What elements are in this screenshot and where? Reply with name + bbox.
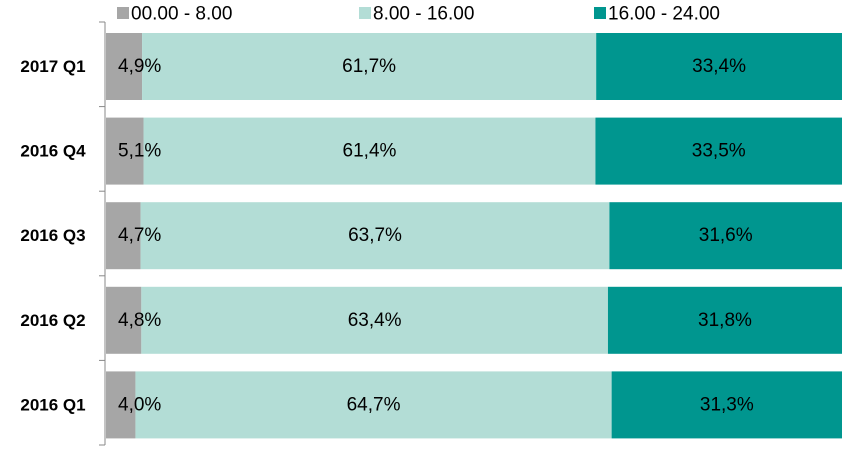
- bar-segment: [143, 117, 596, 185]
- bar-segment: [596, 33, 842, 100]
- data-label: 33,4%: [692, 56, 746, 77]
- bar-segment: [607, 286, 842, 354]
- data-label: 33,5%: [692, 141, 746, 162]
- data-label: 31,8%: [698, 310, 752, 331]
- data-label: 4,8%: [118, 310, 161, 331]
- bar-segment: [106, 286, 142, 354]
- bar-segment: [609, 202, 842, 270]
- legend: 00.00 - 8.00 8.00 - 16.00 16.00 - 24.00: [117, 4, 720, 25]
- legend-swatch: [117, 7, 129, 19]
- legend-label: 16.00 - 24.00: [608, 4, 720, 25]
- bar-segment: [142, 33, 597, 100]
- bar-segment: [595, 117, 842, 185]
- bars: [106, 33, 842, 439]
- bar-segment: [135, 371, 612, 439]
- bar-segment: [611, 371, 842, 439]
- legend-swatch: [594, 7, 606, 19]
- data-label: 61,7%: [342, 56, 396, 77]
- bar-segment: [141, 286, 608, 354]
- data-label: 63,4%: [348, 310, 402, 331]
- legend-label: 00.00 - 8.00: [131, 4, 232, 25]
- category-label: 2016 Q4: [20, 142, 86, 161]
- data-label: 31,6%: [699, 225, 753, 246]
- data-label: 4,7%: [118, 225, 161, 246]
- legend-label: 8.00 - 16.00: [373, 4, 474, 25]
- category-label: 2016 Q2: [20, 311, 85, 330]
- data-label: 4,9%: [118, 56, 161, 77]
- data-label: 64,7%: [347, 394, 401, 415]
- bar-segment: [106, 117, 144, 185]
- data-label: 61,4%: [343, 141, 397, 162]
- legend-swatch: [359, 7, 371, 19]
- data-labels: 4,9% 61,7% 33,4% 5,1% 61,4% 33,5% 4,7% 63,7% 31,…: [118, 56, 754, 415]
- bar-segment: [106, 371, 136, 439]
- data-label: 63,7%: [348, 225, 402, 246]
- category-label: 2016 Q3: [20, 226, 85, 245]
- y-axis-ticks: [99, 21, 105, 446]
- category-labels: 2017 Q1 2016 Q4 2016 Q3 2016 Q2 2016 Q1: [20, 57, 86, 414]
- bar-segment: [106, 33, 143, 100]
- data-label: 31,3%: [700, 394, 754, 415]
- bar-segment: [140, 202, 610, 270]
- bar-segment: [106, 202, 141, 270]
- category-label: 2016 Q1: [20, 395, 85, 414]
- data-label: 4,0%: [118, 394, 161, 415]
- category-label: 2017 Q1: [20, 57, 85, 76]
- data-label: 5,1%: [118, 141, 161, 162]
